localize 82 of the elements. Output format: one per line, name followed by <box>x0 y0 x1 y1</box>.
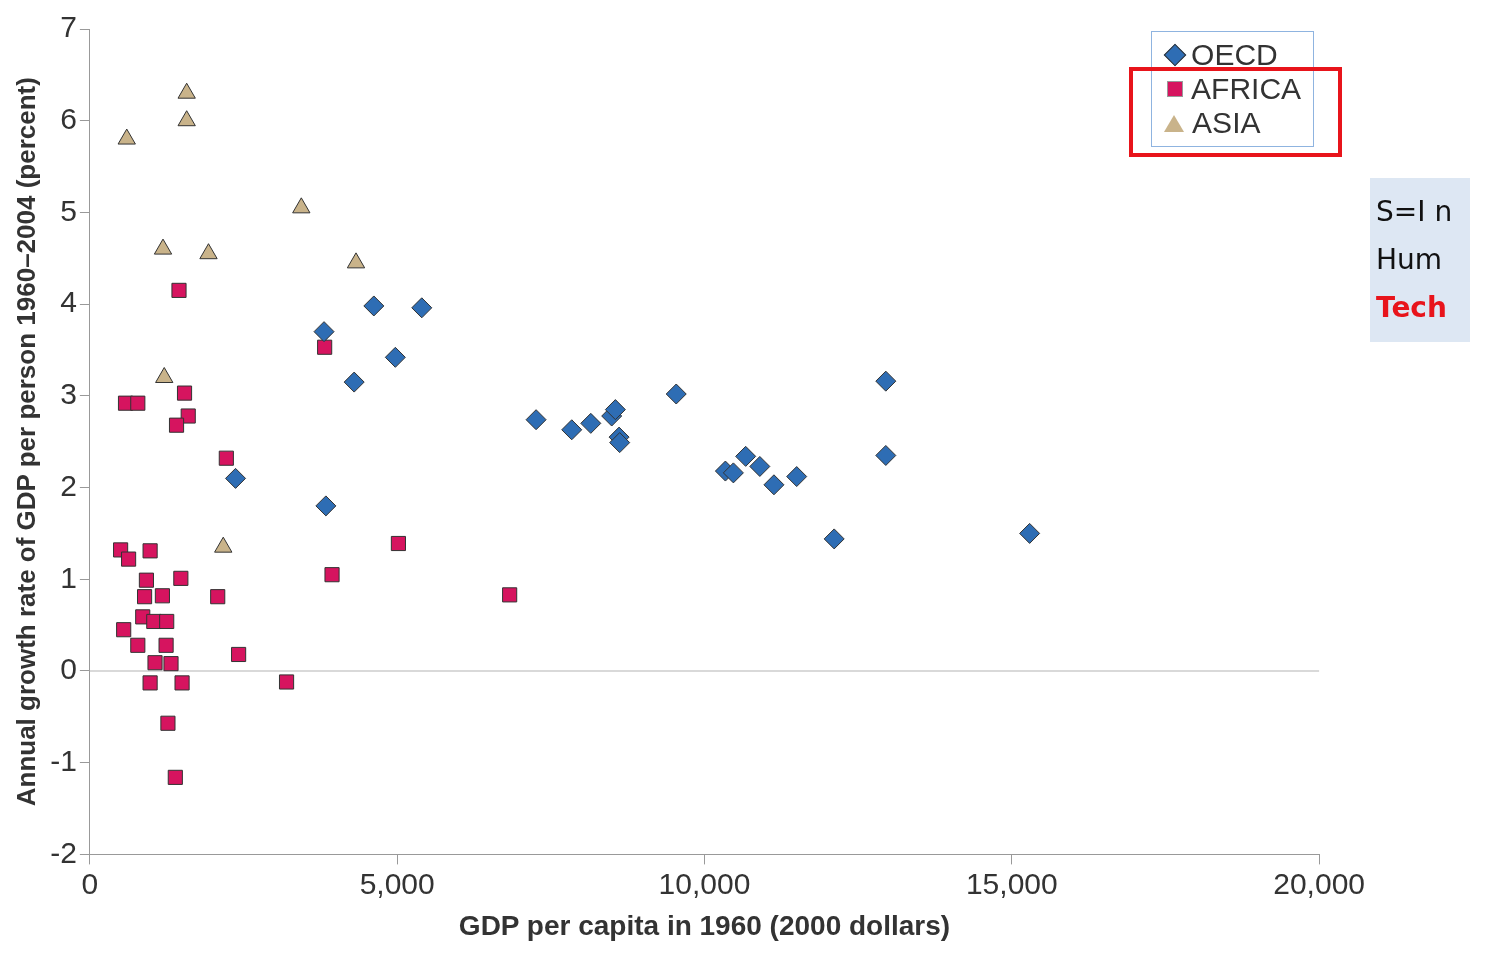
point <box>177 110 196 127</box>
point <box>167 769 183 785</box>
point <box>384 346 406 368</box>
point <box>561 419 583 441</box>
x-tick-label: 10,000 <box>658 866 751 900</box>
point <box>580 412 602 434</box>
y-tick-label: 7 <box>60 10 77 44</box>
point <box>171 282 187 298</box>
point <box>155 367 174 383</box>
y-tick-label: 3 <box>60 377 77 411</box>
x-tick-label: 0 <box>81 866 99 900</box>
point <box>343 371 365 393</box>
point <box>317 339 333 355</box>
point <box>160 715 176 731</box>
legend-label: ASIA <box>1192 106 1261 140</box>
legend-label: AFRICA <box>1191 72 1302 106</box>
point <box>315 495 337 517</box>
point <box>142 675 158 691</box>
point <box>875 370 897 392</box>
y-tick-label: 4 <box>60 285 77 319</box>
point <box>121 551 137 567</box>
legend-label: OECD <box>1191 38 1278 72</box>
point <box>180 408 196 424</box>
point <box>177 82 196 99</box>
point <box>117 128 136 145</box>
y-tick-label: 1 <box>60 560 77 594</box>
text: S=I n <box>1376 194 1454 230</box>
point <box>174 675 190 691</box>
point <box>210 589 226 605</box>
point <box>292 197 311 214</box>
point <box>147 655 163 671</box>
x-tick-label: 20,000 <box>1273 866 1365 900</box>
point <box>525 409 547 431</box>
y-tick-label: -1 <box>50 743 77 777</box>
y-tick-label: 5 <box>60 193 77 227</box>
point <box>218 450 234 466</box>
point <box>225 467 247 489</box>
point <box>130 637 146 653</box>
y-tick-label: 6 <box>60 101 77 135</box>
point <box>142 543 158 559</box>
point <box>130 395 146 411</box>
point <box>116 622 132 638</box>
text: Hum <box>1376 242 1444 278</box>
point <box>153 238 173 255</box>
point <box>137 589 153 605</box>
x-tick-label: 15,000 <box>965 866 1058 900</box>
point <box>1019 522 1041 544</box>
point <box>138 572 154 588</box>
point <box>363 295 385 317</box>
point <box>502 587 518 603</box>
y-tick-label: 2 <box>60 468 77 502</box>
point <box>749 455 771 477</box>
point <box>604 399 626 421</box>
point <box>665 383 687 405</box>
y-tick-label: -2 <box>50 835 77 869</box>
point <box>176 385 193 401</box>
point <box>159 613 175 630</box>
point <box>609 432 631 454</box>
point <box>173 570 189 586</box>
point <box>168 417 185 433</box>
point <box>411 297 433 319</box>
point <box>199 243 218 260</box>
point <box>875 444 897 466</box>
point <box>823 528 845 550</box>
point <box>735 445 757 467</box>
text: Tech <box>1376 290 1448 326</box>
point <box>313 321 335 343</box>
y-axis-title: Annual growth rate of GDP per person 1960–2004 (percent) <box>10 77 41 807</box>
point <box>154 588 170 604</box>
point <box>722 462 744 484</box>
point <box>324 567 340 583</box>
point <box>390 535 406 552</box>
point <box>158 637 174 653</box>
point <box>786 466 808 488</box>
point <box>278 674 295 690</box>
point <box>346 252 366 269</box>
x-tick-label: 5,000 <box>359 866 435 900</box>
point <box>163 656 179 672</box>
x-axis-title: GDP per capita in 1960 (2000 dollars) <box>458 909 951 941</box>
point <box>763 474 785 496</box>
point <box>231 646 247 663</box>
y-tick-label: 0 <box>60 652 77 686</box>
